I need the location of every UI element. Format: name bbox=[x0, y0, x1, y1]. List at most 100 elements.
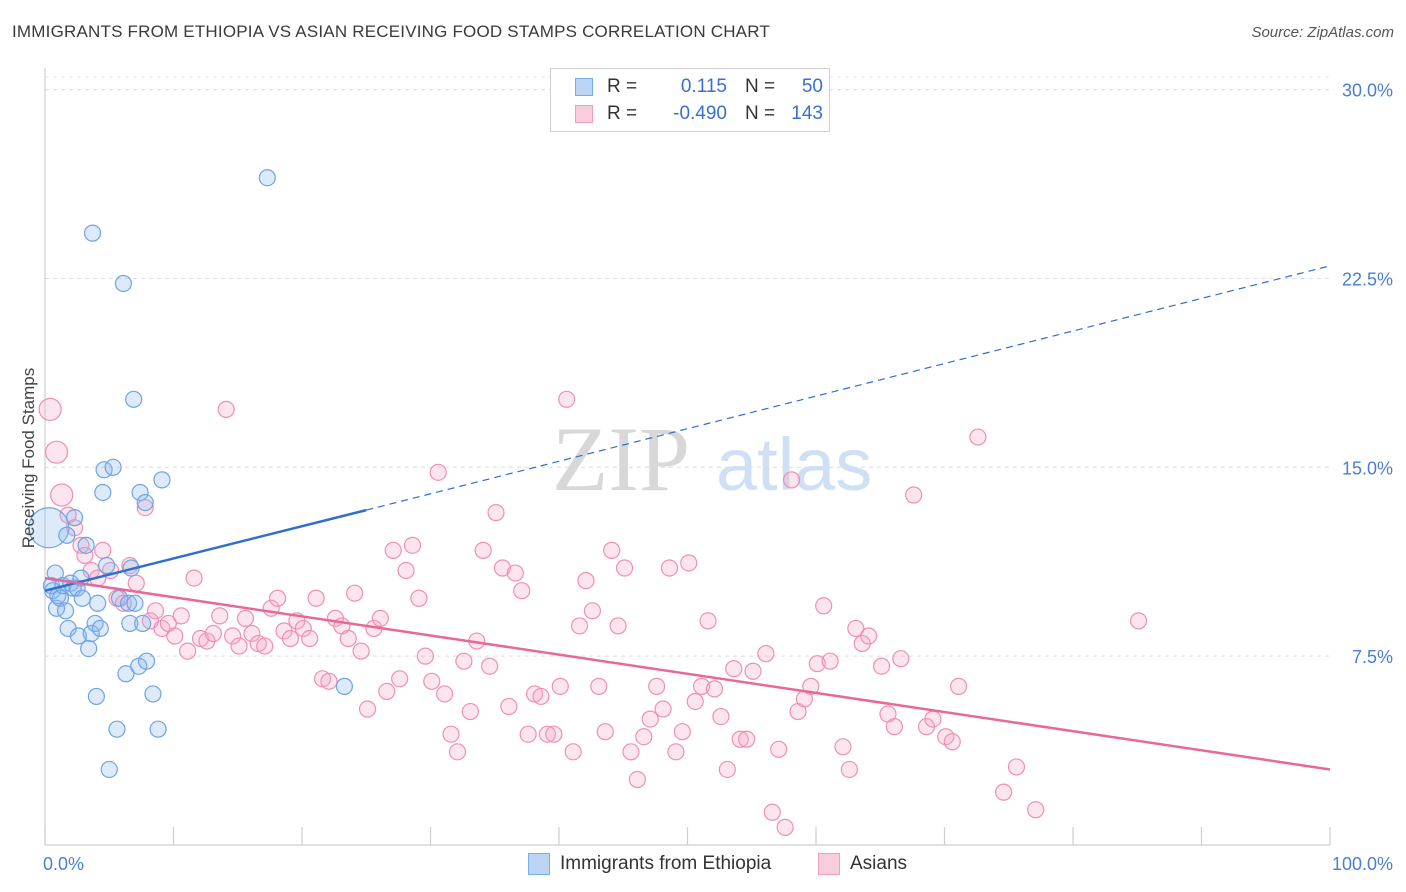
data-point-asians bbox=[320, 672, 338, 690]
data-point-ethiopia bbox=[69, 627, 88, 645]
data-point-ethiopia bbox=[117, 665, 135, 683]
data-point-ethiopia bbox=[104, 458, 122, 476]
data-point-asians bbox=[436, 685, 454, 703]
data-point-ethiopia bbox=[87, 687, 106, 706]
data-point-asians bbox=[493, 559, 512, 577]
data-point-ethiopia bbox=[82, 624, 100, 643]
data-point-asians bbox=[224, 627, 242, 645]
data-point-ethiopia bbox=[46, 564, 64, 582]
bottom-swatch-asians bbox=[818, 853, 840, 875]
data-point-asians bbox=[346, 584, 364, 602]
data-point-asians bbox=[885, 718, 903, 736]
data-point-ethiopia bbox=[73, 589, 91, 607]
x-tick-label: 0.0% bbox=[43, 854, 84, 874]
data-point-asians bbox=[776, 818, 794, 836]
data-point-asians bbox=[487, 504, 505, 522]
watermark-atlas: atlas bbox=[716, 423, 872, 506]
data-point-ethiopia bbox=[56, 602, 75, 620]
data-point-ethiopia bbox=[80, 639, 98, 658]
legend-r-value: -0.490 bbox=[673, 103, 727, 124]
data-point-asians bbox=[763, 803, 781, 821]
data-point-asians bbox=[725, 660, 743, 678]
data-point-asians bbox=[442, 725, 460, 743]
data-point-asians bbox=[744, 662, 762, 680]
data-point-asians bbox=[1007, 758, 1026, 776]
data-point-asians bbox=[660, 559, 679, 577]
data-point-asians bbox=[680, 554, 698, 572]
data-point-ethiopia bbox=[98, 556, 116, 575]
legend-n-label: N = bbox=[745, 103, 776, 124]
data-point-ethiopia bbox=[58, 526, 76, 544]
legend-row-asians: R = -0.490 N = 143 bbox=[575, 101, 823, 127]
data-point-asians bbox=[603, 541, 621, 559]
trend-line-asians bbox=[44, 576, 1331, 771]
data-point-asians bbox=[50, 483, 74, 507]
data-point-ethiopia bbox=[86, 614, 104, 633]
data-point-asians bbox=[821, 652, 839, 670]
y-tick-label: 30.0% bbox=[1342, 81, 1393, 101]
data-point-asians bbox=[808, 655, 826, 673]
bottom-swatch-ethiopia bbox=[528, 853, 550, 875]
data-point-asians bbox=[230, 637, 248, 655]
data-point-ethiopia bbox=[258, 169, 276, 187]
data-point-asians bbox=[403, 536, 422, 554]
data-point-asians bbox=[654, 700, 672, 718]
data-point-asians bbox=[564, 743, 582, 761]
trend-line-ethiopia bbox=[44, 508, 367, 592]
data-point-ethiopia bbox=[137, 652, 156, 670]
data-point-asians bbox=[513, 582, 531, 600]
data-point-asians bbox=[185, 569, 203, 587]
data-point-asians bbox=[699, 612, 717, 630]
data-point-asians bbox=[673, 723, 691, 741]
data-point-asians bbox=[378, 682, 396, 701]
data-point-asians bbox=[545, 725, 563, 743]
data-point-asians bbox=[410, 589, 428, 607]
data-point-asians bbox=[268, 589, 287, 607]
source-credit: Source: ZipAtlas.com bbox=[1251, 24, 1394, 41]
data-point-ethiopia bbox=[89, 594, 107, 612]
legend-r-label: R = bbox=[607, 103, 638, 124]
data-point-ethiopia bbox=[149, 720, 167, 738]
data-point-asians bbox=[172, 607, 190, 625]
x-tick-label: 100.0% bbox=[1332, 854, 1393, 874]
trend-line-ethiopia-extension bbox=[366, 265, 1331, 511]
data-point-asians bbox=[166, 627, 184, 645]
chart-title: IMMIGRANTS FROM ETHIOPIA VS ASIAN RECEIV… bbox=[12, 22, 770, 41]
data-point-asians bbox=[969, 428, 987, 446]
data-point-ethiopia bbox=[83, 224, 102, 242]
data-point-asians bbox=[519, 725, 537, 743]
data-point-asians bbox=[686, 692, 704, 711]
data-point-asians bbox=[577, 572, 595, 590]
data-point-asians bbox=[301, 629, 319, 648]
data-point-asians bbox=[474, 541, 492, 559]
bottom-legend-label-asians: Asians bbox=[850, 853, 908, 874]
data-point-asians bbox=[256, 637, 274, 655]
legend-n-value: 143 bbox=[791, 103, 823, 124]
data-point-asians bbox=[924, 710, 942, 728]
bottom-legend-label-ethiopia: Immigrants from Ethiopia bbox=[560, 853, 772, 874]
data-point-ethiopia bbox=[100, 760, 118, 779]
data-point-asians bbox=[905, 486, 923, 504]
data-point-ethiopia bbox=[51, 589, 70, 607]
data-point-asians bbox=[834, 738, 852, 756]
data-point-asians bbox=[94, 541, 112, 559]
data-point-ethiopia bbox=[136, 493, 154, 512]
legend-swatch-asians bbox=[575, 105, 593, 123]
data-point-asians bbox=[339, 629, 357, 648]
data-point-asians bbox=[204, 624, 222, 643]
data-point-asians bbox=[371, 609, 389, 627]
y-tick-label: 15.0% bbox=[1342, 458, 1393, 478]
data-point-asians bbox=[551, 677, 569, 695]
data-point-ethiopia bbox=[335, 677, 354, 695]
data-point-asians bbox=[448, 743, 467, 761]
y-tick-label: 7.5% bbox=[1352, 647, 1393, 667]
data-point-ethiopia bbox=[65, 509, 84, 527]
data-point-asians bbox=[455, 652, 473, 670]
data-point-asians bbox=[423, 672, 441, 690]
data-point-asians bbox=[943, 733, 961, 751]
data-point-asians bbox=[995, 783, 1013, 801]
data-point-ethiopia bbox=[108, 720, 126, 738]
data-point-asians bbox=[628, 770, 646, 789]
tick-labels: 7.5% 15.0% 22.5% 30.0% 0.0% 100.0% bbox=[43, 81, 1393, 874]
